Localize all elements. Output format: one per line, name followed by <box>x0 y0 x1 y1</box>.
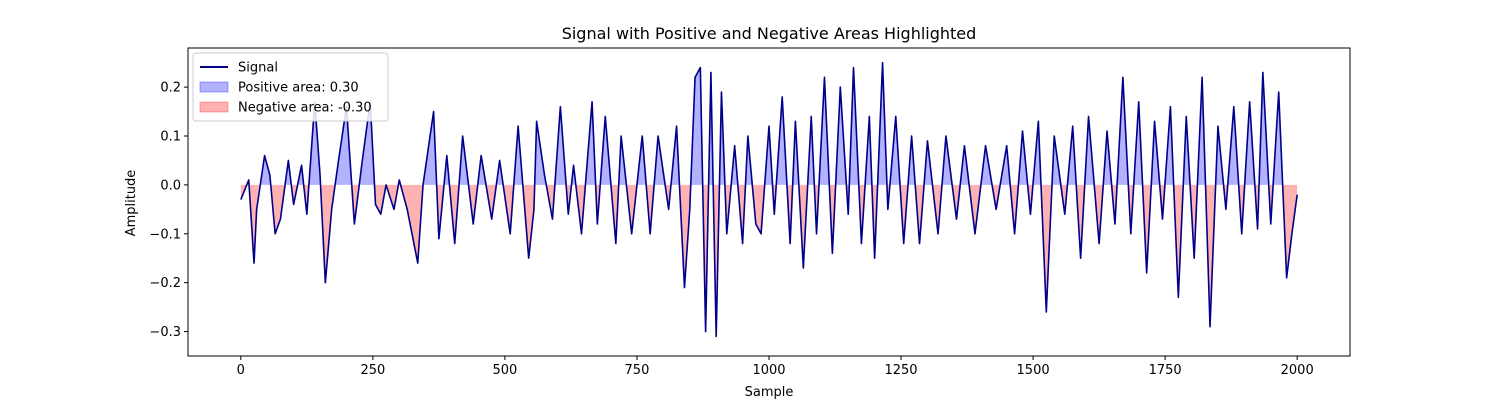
legend-swatch-negative <box>199 101 229 113</box>
legend-box <box>192 52 389 122</box>
x-tick-label: 0 <box>237 363 245 378</box>
y-tick-label: −0.1 <box>149 227 181 242</box>
axes: 0 250 500 750 1000 1250 1500 1750 2000 −0.3 −0.2 −0… <box>149 47 1351 378</box>
legend-swatch-positive <box>199 81 229 93</box>
x-tick-label: 500 <box>492 363 517 378</box>
legend-label-positive: Positive area: 0.30 <box>238 81 359 96</box>
x-axis-label: Sample <box>745 385 794 400</box>
chart-title: Signal with Positive and Negative Areas … <box>562 24 977 43</box>
y-tick-label: 0.0 <box>160 178 181 193</box>
positive-area-fill <box>240 62 1298 185</box>
x-tick-label: 1500 <box>1017 363 1050 378</box>
signal-line <box>240 61 1298 338</box>
x-tick-label: 2000 <box>1281 363 1314 378</box>
x-tick-label: 1750 <box>1149 363 1182 378</box>
y-tick-label: −0.3 <box>149 325 181 340</box>
legend-label-signal: Signal <box>238 61 278 76</box>
y-tick-label: 0.2 <box>160 81 181 96</box>
y-axis-label: Amplitude <box>124 170 139 237</box>
x-tick-label: 250 <box>360 363 385 378</box>
x-tick-label: 750 <box>625 363 650 378</box>
x-tick-label: 1000 <box>752 363 785 378</box>
y-tick-label: 0.1 <box>160 130 181 145</box>
legend-label-negative: Negative area: -0.30 <box>238 101 372 116</box>
y-tick-label: −0.2 <box>149 276 181 291</box>
legend: Signal Positive area: 0.30 Negative area: … <box>192 52 389 122</box>
plot-area <box>240 61 1298 338</box>
x-tick-label: 1250 <box>884 363 917 378</box>
